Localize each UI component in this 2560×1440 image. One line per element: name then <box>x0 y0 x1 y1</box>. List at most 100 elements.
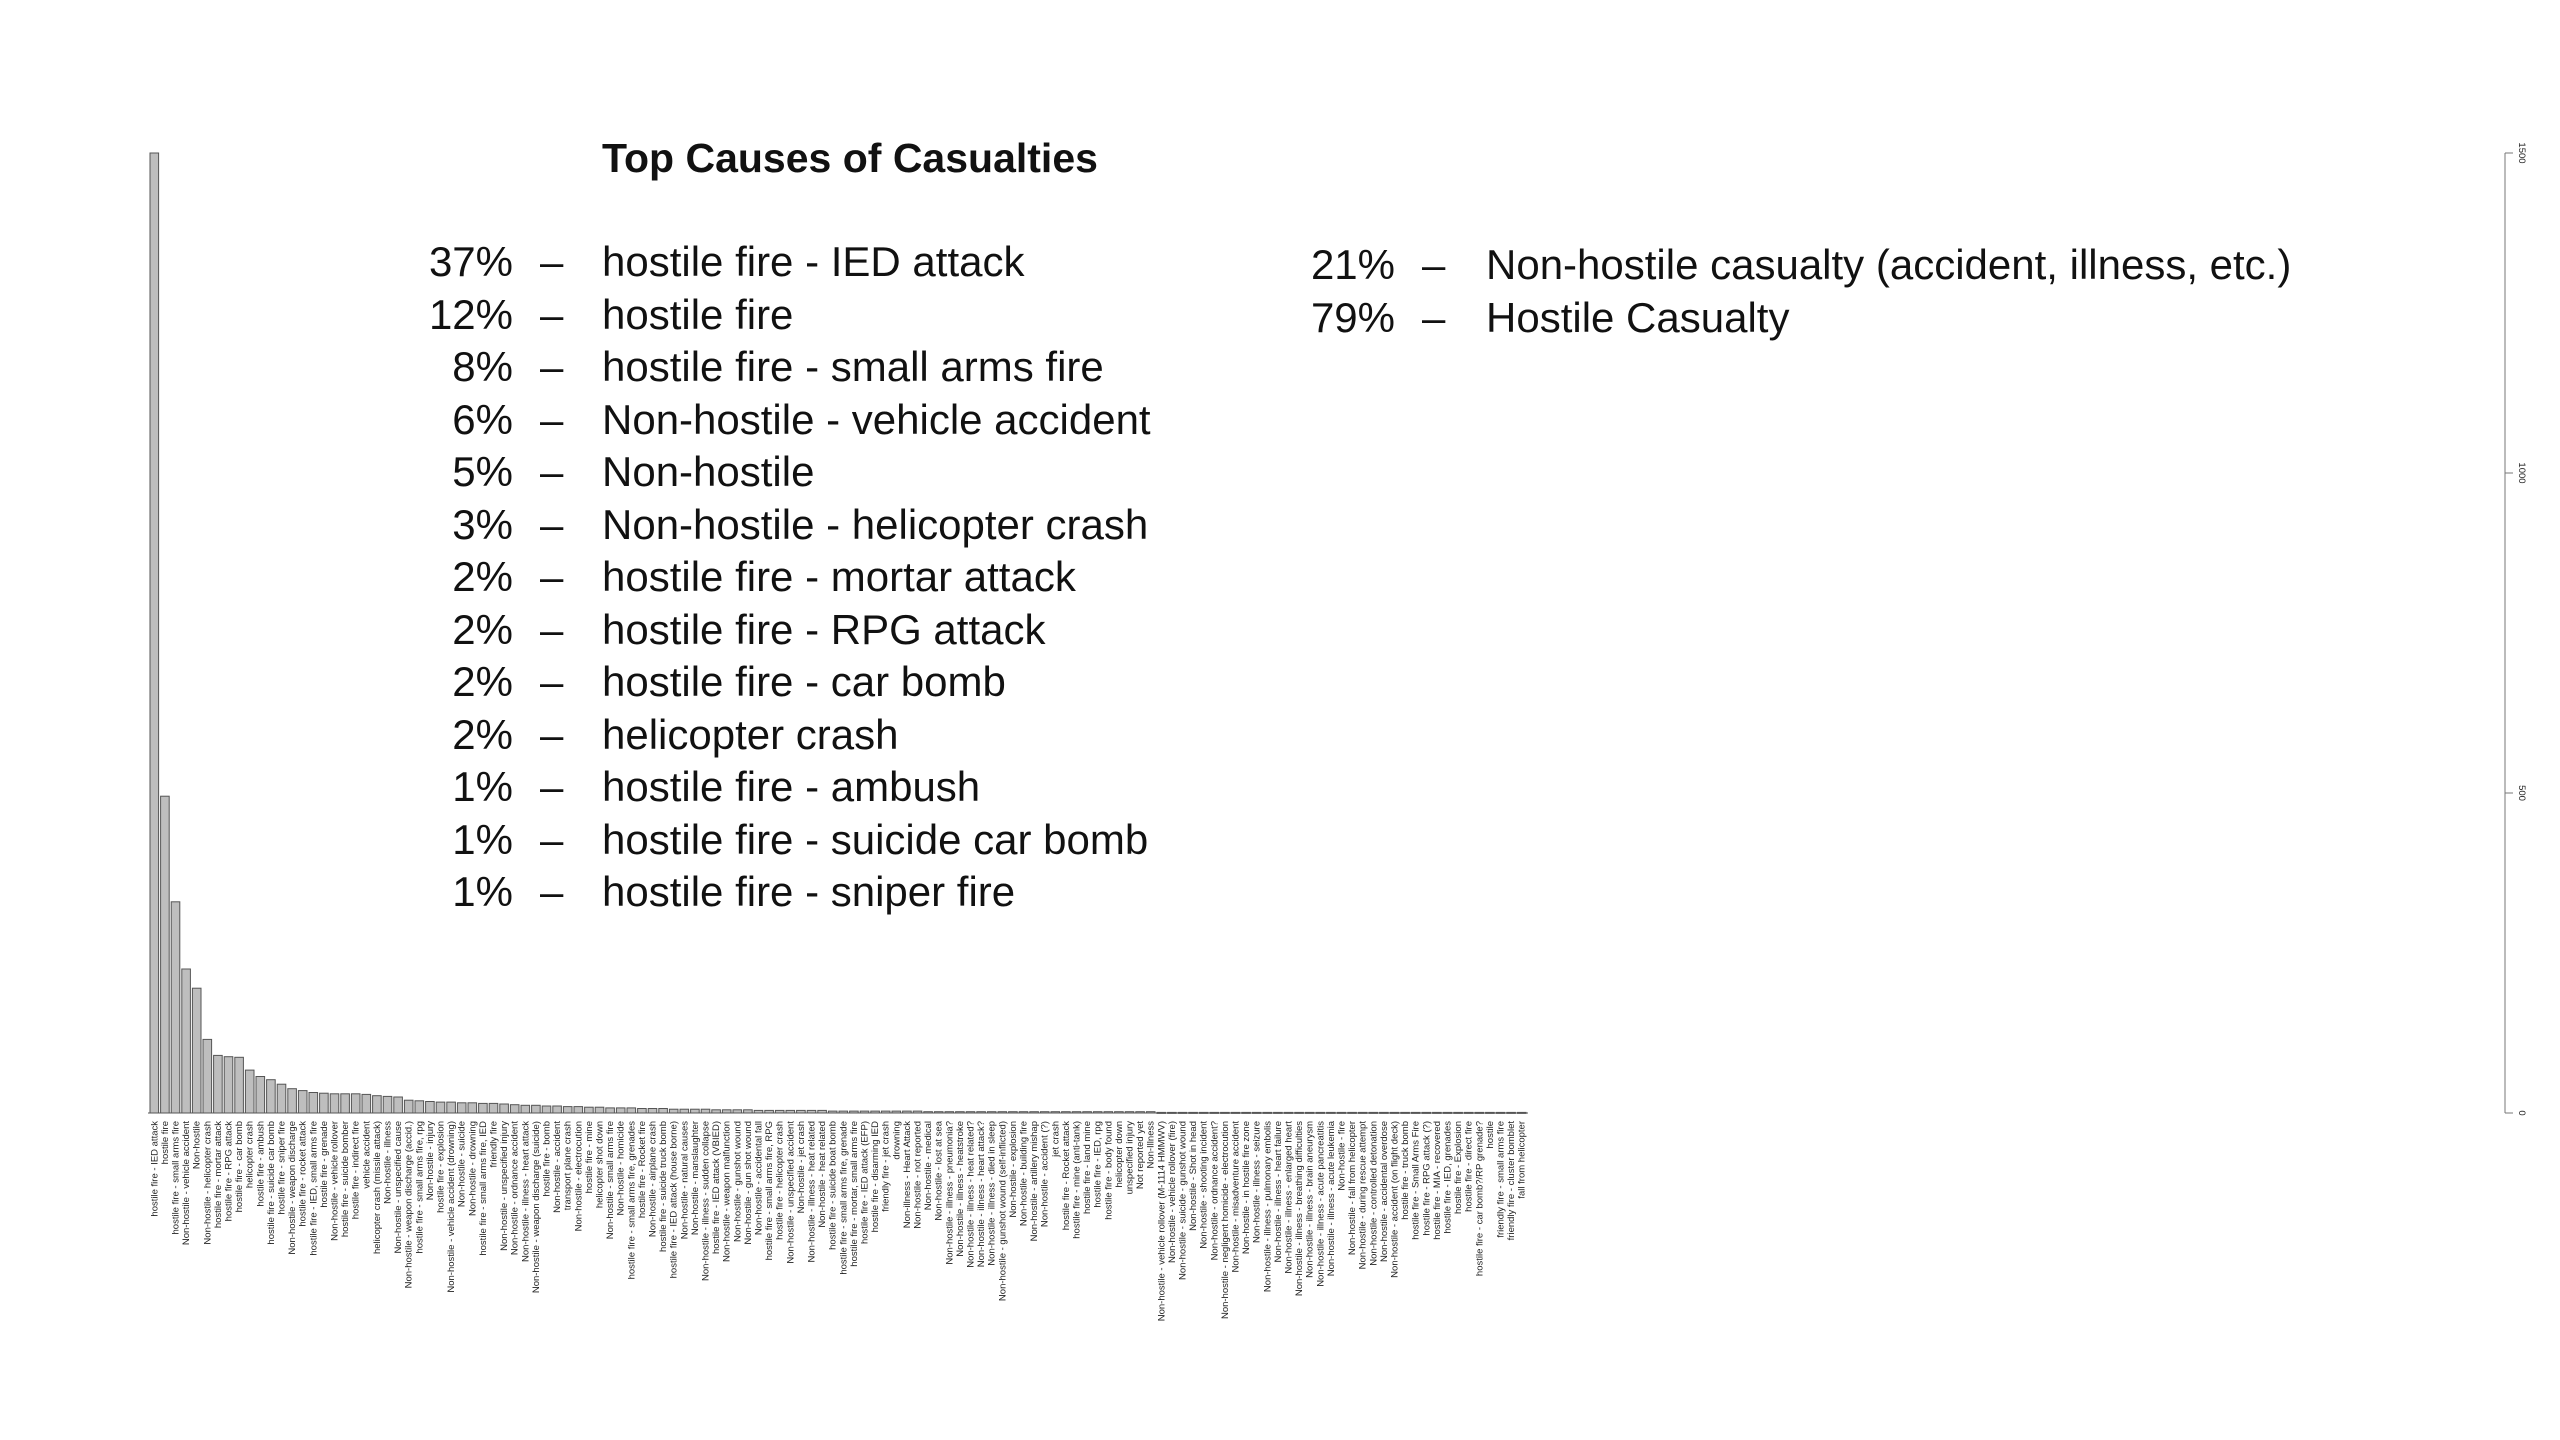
cause-dash: – <box>540 605 564 653</box>
x-tick-label: helicopter crash <box>245 1121 256 1188</box>
x-tick-label: hostile fire - IED attack (EFP) <box>860 1121 871 1244</box>
cause-percent: 2% <box>452 553 513 600</box>
bar <box>605 1107 615 1114</box>
summary-percent: 79% <box>1310 293 1395 341</box>
x-tick-label: Non-hostile - accident (on flight deck) <box>1390 1121 1401 1278</box>
bar <box>244 1069 255 1114</box>
x-tick-label: hostile fire - Rocket fire <box>637 1121 648 1218</box>
bar <box>414 1100 425 1114</box>
bar <box>584 1106 594 1114</box>
x-tick-label: Non-hostile - drowning <box>467 1121 478 1216</box>
bars-group <box>148 152 1528 1114</box>
bar <box>276 1083 287 1114</box>
x-tick-label: Non-hostile - gunshot wound <box>732 1121 743 1242</box>
x-tick-label: Non-hostile - shooting incident <box>1199 1121 1210 1249</box>
x-tick-label: Non-hostile - weapon discharge (accid.) <box>404 1121 415 1288</box>
cause-percent: 1% <box>452 815 513 863</box>
bar <box>329 1093 340 1114</box>
bar <box>456 1102 467 1114</box>
x-tick-label: hostile <box>1485 1121 1496 1148</box>
bar <box>308 1092 319 1114</box>
bar <box>509 1104 520 1114</box>
x-tick-label: hostile fire - IED attack <box>149 1121 160 1217</box>
x-tick-label: Non-Illness <box>1146 1121 1157 1169</box>
cause-label: Non-hostile - helicopter crash <box>602 500 1149 548</box>
cause-dash: – <box>540 815 564 863</box>
x-tick-label: Non-hostile - natural causes <box>679 1121 690 1240</box>
x-tick-label: jet crash <box>1050 1121 1061 1158</box>
x-tick-label: Non-hostile - vehicle rollover (fire) <box>1167 1121 1178 1263</box>
x-tick-label: Non-hostile - illness <box>383 1121 394 1204</box>
bar <box>372 1095 382 1114</box>
x-tick-label: Non-hostile - airplane crash <box>648 1121 659 1237</box>
x-tick-label: hostile fire - suicide car bomb <box>266 1121 277 1245</box>
x-tick-label: hostile fire - small arms fire, IED <box>478 1121 489 1256</box>
cause-percent: 1% <box>452 763 513 810</box>
y-tick-label: 1000 <box>2516 462 2527 483</box>
x-tick-label: Non-hostile <box>192 1121 203 1169</box>
cause-dash: – <box>540 710 564 758</box>
y-axis: 0 500 1000 1500 <box>2504 142 2527 1116</box>
y-tick-label: 0 <box>2516 1110 2527 1115</box>
summary-percent: 21% <box>1310 241 1395 288</box>
cause-dash: – <box>540 868 564 915</box>
bar <box>149 152 160 1114</box>
bar <box>467 1102 478 1114</box>
x-tick-label: hostile fire - body found <box>1103 1121 1114 1220</box>
bar <box>647 1108 658 1114</box>
cause-label: hostile fire <box>602 290 794 338</box>
x-tick-label: hostile fire - small arms fire, grenades <box>626 1121 637 1280</box>
x-tick-label: hostile fire - small arms fire, grenade <box>838 1121 849 1275</box>
summary-label: Hostile Casualty <box>1486 293 1790 341</box>
x-tick-label: Non-hostile - small arms fire <box>605 1121 616 1239</box>
x-tick-label: Non-hostile - accidental fall <box>754 1121 765 1235</box>
x-tick-label: Non-hostile - unspecified accident <box>785 1121 796 1264</box>
x-tick-label: Non-hostile - weapon malfunction <box>722 1121 733 1262</box>
bar <box>403 1099 414 1114</box>
x-tick-label: Non-hostile - heat related <box>817 1121 828 1228</box>
x-tick-label: hostile fire - IED, small arms fire <box>308 1121 319 1256</box>
x-tick-label: hostile fire - small arms fire, RPG <box>764 1121 775 1260</box>
x-tick-label: Non-hostile - illness - heart failure <box>1273 1121 1284 1263</box>
x-tick-label: helicopter shot down <box>595 1121 606 1208</box>
bar <box>266 1079 276 1114</box>
x-tick-label: hostile fire - truck bomb <box>1400 1121 1411 1220</box>
x-tick-label: Non-hostile - illness - pneumonia? <box>944 1121 955 1265</box>
x-tick-label: Non-hostile - not reported <box>913 1121 924 1229</box>
x-tick-label: hostile fire - Small Arms Fire <box>1411 1121 1422 1240</box>
bar <box>213 1054 223 1114</box>
x-tick-label: hostile fire - IED attack (house borne) <box>669 1121 680 1278</box>
cause-percent: 3% <box>452 500 513 548</box>
x-tick-label: hostile fire - RPG attack (?) <box>1421 1121 1432 1236</box>
cause-percent: 2% <box>452 658 513 705</box>
x-tick-label: Non-hostile - explosion <box>1008 1121 1019 1218</box>
x-tick-label: hostile fire - rocket attack <box>298 1121 309 1227</box>
bar <box>287 1088 297 1114</box>
x-tick-label: hostile fire - suicide bomber <box>340 1121 351 1237</box>
x-tick-labels: hostile fire - IED attack hostile fire hos… <box>149 1120 1527 1321</box>
x-tick-label: friendly fire - cluster bomblet <box>1506 1121 1517 1241</box>
x-tick-label: Non-hostile - vehicle accident (drowning… <box>446 1121 457 1293</box>
x-tick-label: transport plane crash <box>563 1121 574 1210</box>
bar <box>181 968 191 1114</box>
x-tick-label: hostile fire - mortar attack <box>213 1121 224 1228</box>
x-tick-label: hostile fire - RPG attack <box>224 1121 235 1222</box>
bar <box>191 987 202 1114</box>
cause-dash: – <box>540 343 564 390</box>
cause-label: hostile fire - mortar attack <box>602 553 1076 600</box>
x-tick-label: hostile fire - small arms fire <box>171 1121 182 1235</box>
x-tick-label: hostile fire - indirect fire <box>351 1121 362 1219</box>
cause-dash: – <box>540 395 564 443</box>
summary-label: Non-hostile casualty (accident, illness,… <box>1486 241 2292 288</box>
x-tick-label: Non-hostile - illness - heat related? <box>966 1121 977 1268</box>
x-tick-label: hostile fire - MIA - recovered <box>1432 1121 1443 1240</box>
x-tick-label: Non-hostile - accident <box>552 1121 563 1213</box>
x-tick-label: friendly fire <box>489 1121 500 1167</box>
cause-percent: 5% <box>452 448 513 495</box>
x-tick-label: Non-hostile - vehicle accident <box>181 1121 192 1245</box>
x-tick-label: hostile fire - suicide truck bomb <box>658 1121 669 1252</box>
x-tick-label: Non-hostile - unspecified cause <box>393 1121 404 1254</box>
bar <box>382 1095 393 1114</box>
x-tick-label: Non-hostile - accident (?) <box>1040 1121 1051 1227</box>
